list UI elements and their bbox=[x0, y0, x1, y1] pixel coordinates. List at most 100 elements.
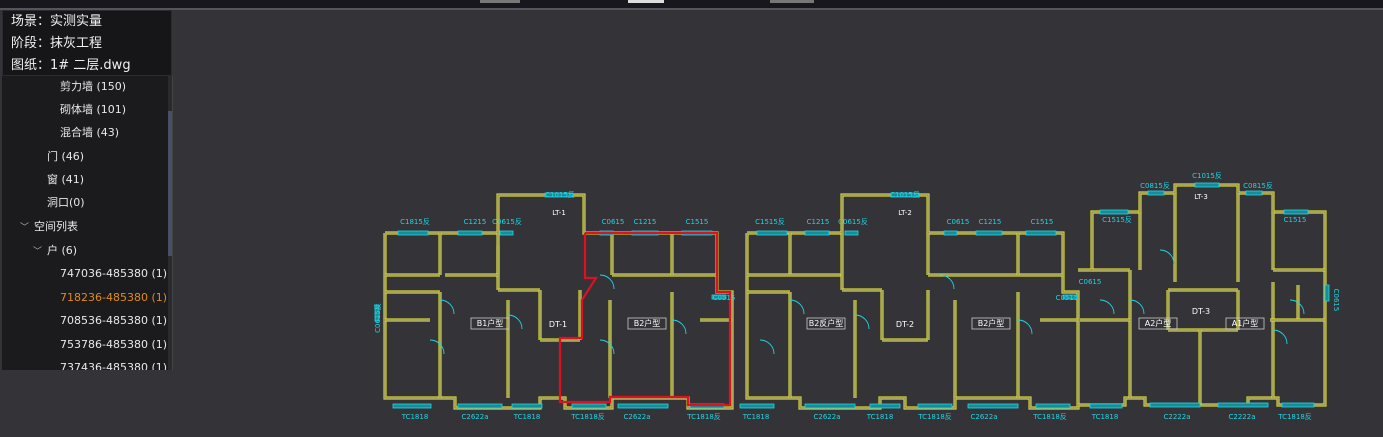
door-swing bbox=[1272, 329, 1288, 345]
window-label: C1515 bbox=[1284, 216, 1307, 224]
window-label: C0615反 bbox=[373, 303, 382, 333]
elevator-label: DT-1 bbox=[549, 320, 567, 329]
window bbox=[711, 294, 727, 300]
window bbox=[1035, 403, 1071, 409]
tree-item-label: 户 (6) bbox=[47, 244, 78, 257]
tree-item-space-selected[interactable]: 718236-485380 (1) bbox=[60, 291, 168, 304]
window-label: TC1818 bbox=[1091, 413, 1119, 421]
tree-item-space[interactable]: 753786-485380 (1) bbox=[60, 338, 168, 351]
window-label: C0515 bbox=[713, 294, 736, 302]
unit-type-label: A2户型 bbox=[1145, 318, 1172, 328]
window bbox=[1245, 190, 1263, 196]
toolbar-tab[interactable] bbox=[480, 0, 520, 3]
window-label: C2622a bbox=[814, 413, 841, 421]
door-swing bbox=[789, 299, 805, 315]
stair-label: LT-1 bbox=[552, 209, 566, 217]
window bbox=[756, 230, 788, 236]
window-label: C1215 bbox=[634, 218, 657, 226]
window bbox=[1217, 402, 1269, 408]
door-swing bbox=[854, 314, 870, 330]
window bbox=[1194, 182, 1220, 188]
unit-label-box bbox=[806, 317, 846, 330]
window bbox=[1324, 284, 1330, 302]
window bbox=[967, 403, 1019, 409]
window bbox=[397, 230, 429, 236]
elevator-label: DT-2 bbox=[896, 320, 914, 329]
window-label: C2622a bbox=[624, 413, 651, 421]
window-label: C1515 bbox=[1031, 218, 1054, 226]
toolbar-tab-active[interactable] bbox=[628, 0, 664, 3]
stair-label: LT-2 bbox=[898, 209, 912, 217]
window-label: C0615 bbox=[947, 218, 970, 226]
tree-item-space[interactable]: 747036-485380 (1) bbox=[60, 267, 168, 280]
window-label: C1515反 bbox=[755, 217, 785, 226]
window-label: TC1818反 bbox=[686, 412, 721, 421]
unit-type-label: B2反户型 bbox=[809, 318, 844, 328]
window-label: C0615 bbox=[602, 218, 625, 226]
door-swing bbox=[599, 274, 615, 290]
window-label: C1015反 bbox=[1192, 171, 1222, 180]
window bbox=[374, 304, 380, 322]
window bbox=[511, 403, 543, 409]
tree-item-household[interactable]: ﹀ 户 (6) bbox=[33, 241, 77, 261]
scrollbar-thumb[interactable] bbox=[168, 111, 172, 256]
window bbox=[544, 192, 574, 198]
door-swing bbox=[599, 339, 615, 355]
window bbox=[869, 403, 901, 409]
window bbox=[1062, 294, 1078, 300]
window-label: TC1818反 bbox=[1277, 412, 1312, 421]
window-label: C1015反 bbox=[545, 190, 575, 199]
door-swing bbox=[759, 339, 775, 355]
door-swing bbox=[939, 274, 955, 290]
tree-item-space[interactable]: 708536-485380 (1) bbox=[60, 314, 168, 327]
tree-item-masonry-wall[interactable]: 砌体墙 (101) bbox=[60, 103, 127, 116]
window-label: TC1818 bbox=[866, 413, 894, 421]
window-label: C1215 bbox=[464, 218, 487, 226]
window bbox=[457, 403, 503, 409]
unit-type-label: B2户型 bbox=[978, 318, 1005, 328]
chevron-down-icon[interactable]: ﹀ bbox=[33, 247, 43, 257]
window-label: TC1818反 bbox=[917, 412, 952, 421]
door-swing bbox=[1099, 299, 1115, 315]
tree-item-window[interactable]: 窗 (41) bbox=[47, 173, 85, 186]
window bbox=[844, 230, 859, 236]
window bbox=[1283, 209, 1309, 215]
tree-scrollbar[interactable] bbox=[168, 76, 172, 370]
window-label: TC1818 bbox=[401, 413, 429, 421]
chevron-down-icon[interactable]: ﹀ bbox=[20, 223, 30, 233]
window-label: C1015反 bbox=[890, 190, 920, 199]
window bbox=[1149, 402, 1201, 408]
toolbar-tab[interactable] bbox=[770, 0, 814, 3]
tree-item-door[interactable]: 门 (46) bbox=[47, 150, 85, 163]
window-label: C0615 bbox=[1079, 278, 1102, 286]
elevator-label: DT-3 bbox=[1192, 307, 1210, 316]
window bbox=[890, 192, 920, 198]
window bbox=[617, 403, 669, 409]
window bbox=[499, 230, 514, 236]
window-label: C0815反 bbox=[1140, 181, 1170, 190]
window-label: C1515 bbox=[686, 218, 709, 226]
door-swing bbox=[1017, 319, 1033, 335]
tree-item-space[interactable]: 737436-485380 (1) bbox=[60, 361, 168, 370]
window bbox=[392, 403, 432, 409]
window-label: TC1818 bbox=[742, 413, 770, 421]
tree-item-shear-wall[interactable]: 剪力墙 (150) bbox=[60, 80, 127, 93]
window-label: TC1818反 bbox=[1032, 412, 1067, 421]
tree-item-mixed-wall[interactable]: 混合墙 (43) bbox=[60, 126, 120, 139]
window-label: C1215 bbox=[979, 218, 1002, 226]
tree-item-opening[interactable]: 洞口(0) bbox=[47, 196, 85, 209]
window bbox=[804, 230, 830, 236]
top-toolbar bbox=[0, 0, 1383, 10]
scene-label: 场景：实测实量 bbox=[11, 14, 103, 29]
unit-label-box bbox=[1138, 317, 1178, 330]
window bbox=[975, 230, 1003, 236]
window-label: C0515 bbox=[1056, 294, 1079, 302]
tree-item-space-list[interactable]: ﹀ 空间列表 bbox=[20, 217, 78, 237]
window bbox=[1025, 230, 1057, 236]
window-label: C1515反 bbox=[1102, 215, 1132, 224]
window-label: C2222a bbox=[1164, 413, 1191, 421]
stage-label: 阶段：抹灰工程 bbox=[11, 36, 103, 51]
window bbox=[943, 230, 958, 236]
wall-core bbox=[384, 194, 733, 409]
